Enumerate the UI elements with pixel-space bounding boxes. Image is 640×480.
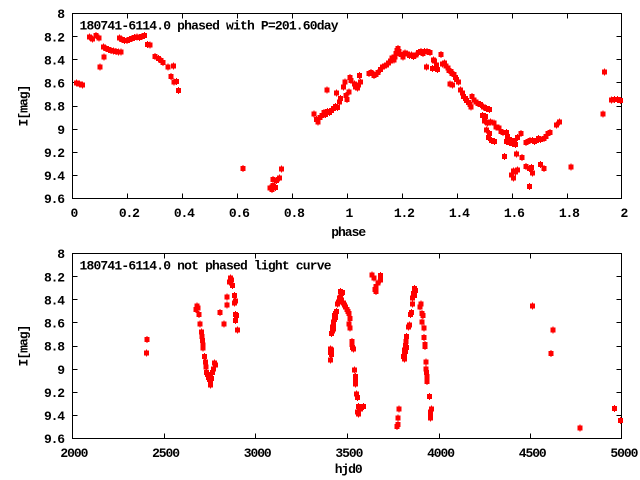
svg-text:3500: 3500 [335, 446, 363, 461]
svg-text:0.8: 0.8 [284, 206, 305, 221]
svg-text:1.6: 1.6 [504, 206, 525, 221]
svg-text:phase: phase [331, 225, 366, 240]
svg-text:9.6: 9.6 [44, 432, 65, 447]
svg-text:0: 0 [70, 206, 78, 221]
svg-text:9: 9 [57, 363, 65, 378]
svg-text:1.2: 1.2 [394, 206, 415, 221]
svg-text:9.4: 9.4 [44, 169, 65, 184]
svg-text:8.6: 8.6 [44, 317, 65, 332]
svg-text:8.6: 8.6 [44, 77, 65, 92]
svg-text:hjd0: hjd0 [335, 462, 363, 477]
svg-text:I[mag]: I[mag] [16, 85, 31, 127]
svg-text:180741-6114.0 phased with P=20: 180741-6114.0 phased with P=201.60day [80, 19, 339, 34]
svg-text:9.2: 9.2 [44, 146, 65, 161]
svg-text:8.8: 8.8 [44, 340, 65, 355]
svg-text:9.2: 9.2 [44, 386, 65, 401]
svg-text:8.4: 8.4 [44, 293, 65, 308]
svg-text:0.2: 0.2 [119, 206, 140, 221]
svg-text:8.2: 8.2 [44, 30, 65, 45]
svg-text:5000: 5000 [610, 446, 638, 461]
svg-text:8: 8 [57, 247, 65, 262]
svg-text:2500: 2500 [152, 446, 180, 461]
svg-text:3000: 3000 [244, 446, 272, 461]
svg-text:8: 8 [57, 7, 65, 22]
svg-text:9.6: 9.6 [44, 192, 65, 207]
svg-text:8.4: 8.4 [44, 53, 65, 68]
svg-text:9: 9 [57, 123, 65, 138]
svg-text:I[mag]: I[mag] [16, 325, 31, 367]
svg-text:4000: 4000 [427, 446, 455, 461]
svg-text:8.2: 8.2 [44, 270, 65, 285]
svg-text:0.4: 0.4 [174, 206, 195, 221]
svg-text:2: 2 [620, 206, 628, 221]
svg-text:8.8: 8.8 [44, 100, 65, 115]
svg-text:9.4: 9.4 [44, 409, 65, 424]
svg-text:1.4: 1.4 [449, 206, 470, 221]
svg-text:0.6: 0.6 [229, 206, 250, 221]
svg-text:1.8: 1.8 [559, 206, 580, 221]
svg-text:1: 1 [345, 206, 353, 221]
svg-text:4500: 4500 [519, 446, 547, 461]
svg-text:2000: 2000 [60, 446, 88, 461]
svg-text:180741-6114.0 not phased light: 180741-6114.0 not phased light curve [80, 259, 332, 274]
